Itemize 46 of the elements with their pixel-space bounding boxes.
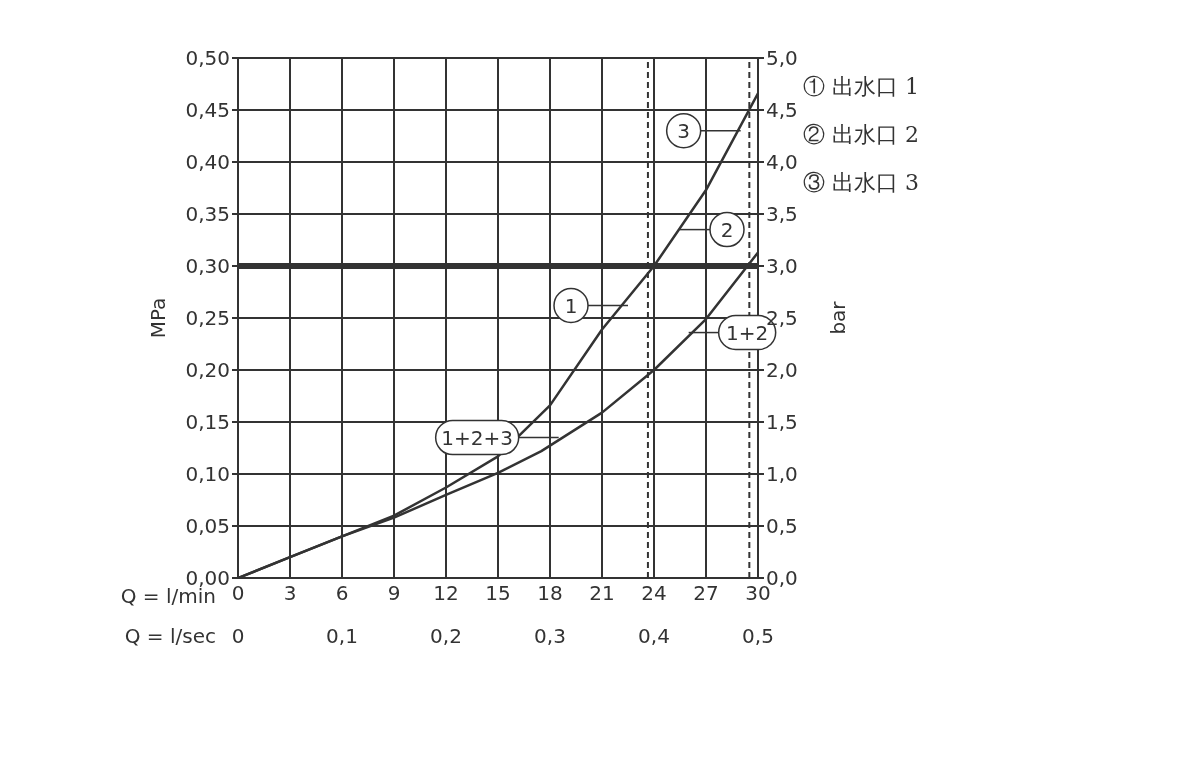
x2-axis-title: Q = l/sec	[123, 624, 216, 648]
x-tick-label: 15	[485, 581, 511, 606]
annotation: 1	[564, 293, 578, 318]
y-tick-label: 0,10	[185, 462, 230, 487]
y-tick-label: 0,40	[185, 150, 230, 175]
y2-tick-label: 2,5	[766, 306, 798, 331]
y2-tick-label: 4,5	[766, 98, 798, 123]
y-tick-label: 0,50	[185, 46, 230, 71]
x-tick-label: 24	[641, 581, 667, 606]
x-tick-label: 12	[433, 581, 459, 606]
annotation: 1+2+3	[441, 425, 514, 450]
y2-tick-label: 3,0	[766, 254, 798, 279]
y-tick-label: 0,30	[185, 254, 230, 279]
y-tick-label: 0,20	[185, 358, 230, 383]
x-tick-label: 6	[335, 581, 349, 606]
y2-tick-label: 4,0	[766, 150, 798, 175]
x-tick-label: 18	[537, 581, 563, 606]
x2-tick-label: 0,4	[637, 624, 671, 648]
x2-tick-label: 0,3	[533, 624, 567, 648]
y2-axis-title: bar	[826, 300, 851, 335]
y2-tick-label: 5,0	[766, 46, 798, 71]
y-tick-label: 0,15	[185, 410, 230, 435]
y2-tick-label: 2,0	[766, 358, 798, 383]
x-tick-label: 0	[231, 581, 245, 606]
x-tick-label: 27	[693, 581, 719, 606]
annotation: 3	[677, 118, 691, 143]
text: ② 出水口 2	[803, 121, 919, 149]
y-axis-title: MPa	[146, 297, 171, 339]
x2-tick-label: 0	[231, 624, 245, 648]
text: ③ 出水口 3	[803, 169, 919, 197]
y-tick-label: 0,05	[185, 514, 230, 539]
x-tick-label: 21	[589, 581, 615, 606]
y-tick-label: 0,25	[185, 306, 230, 331]
x2-tick-label: 0,5	[741, 624, 775, 648]
x-tick-label: 3	[283, 581, 297, 606]
annotation: 2	[720, 217, 734, 242]
y2-tick-label: 0,5	[766, 514, 798, 539]
y2-tick-label: 1,0	[766, 462, 798, 487]
x2-tick-label: 0,2	[429, 624, 463, 648]
x2-tick-label: 0,1	[325, 624, 359, 648]
y2-tick-label: 3,5	[766, 202, 798, 227]
text: ① 出水口 1	[803, 73, 919, 101]
y-tick-label: 0,35	[185, 202, 230, 227]
y2-tick-label: 1,5	[766, 410, 798, 435]
x-tick-label: 9	[387, 581, 401, 606]
y-tick-label: 0,45	[185, 98, 230, 123]
